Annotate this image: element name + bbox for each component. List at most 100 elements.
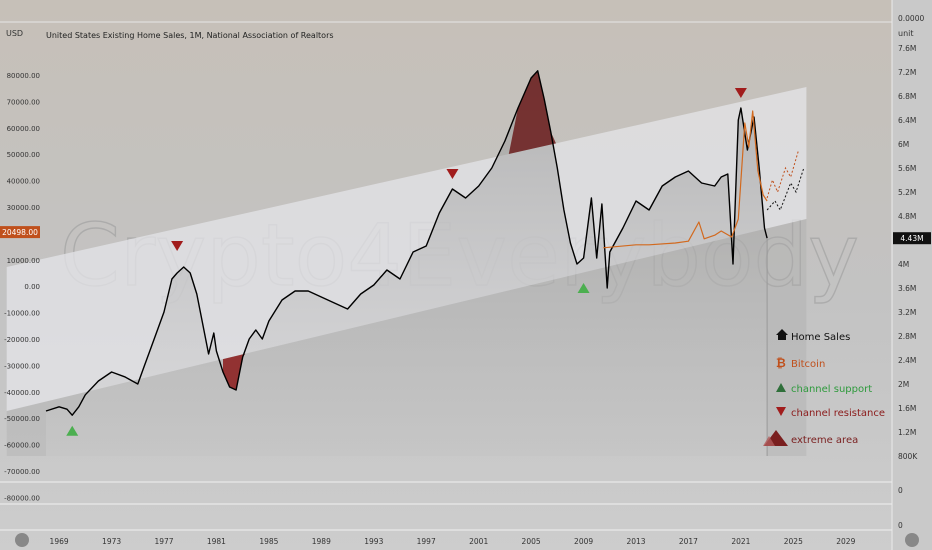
left-tick-label: -50000.00	[4, 415, 40, 423]
right-tick-label: 6M	[898, 140, 909, 149]
channel-band	[6, 87, 807, 411]
x-tick-label: 1981	[207, 537, 226, 546]
left-unit: USD	[6, 29, 23, 38]
fill-layer	[46, 70, 768, 457]
right-current-badge	[893, 232, 931, 245]
right-tick-label: 7.2M	[898, 68, 916, 77]
right-tick-label: 1.2M	[898, 428, 916, 437]
left-tick-label: -30000.00	[4, 362, 40, 370]
right-tick-label: 6.4M	[898, 116, 916, 125]
channel-support-marker	[577, 283, 590, 293]
x-tick-label: 2001	[469, 537, 488, 546]
left-tick-label: -20000.00	[4, 336, 40, 344]
extreme-area-peak	[508, 70, 556, 154]
left-current-badge	[0, 226, 40, 239]
legend: Home Sales ₿ Bitcoin channel support channel…	[763, 329, 885, 446]
right-current-label: 4.43M	[900, 234, 923, 243]
legend-label: Home Sales	[791, 332, 850, 343]
projection-layer	[766, 149, 805, 456]
right-tick-label: 3.2M	[898, 308, 916, 317]
bitcoin-icon: ₿	[776, 356, 786, 370]
right-tick-label: 7.6M	[898, 44, 916, 53]
triangle-down-icon	[776, 407, 786, 416]
x-axis: 1969 1973 1977 1981 1985 1989 1993 1997 2001 2005…	[50, 537, 856, 546]
right-tick-label: 2M	[898, 380, 909, 389]
legend-label: Bitcoin	[791, 359, 825, 370]
legend-item: extreme area	[763, 430, 858, 446]
left-tick-label: -40000.00	[4, 389, 40, 397]
right-tick-label: 0	[898, 486, 903, 495]
right-axis-panel	[892, 0, 932, 550]
right-tick-label: 0	[898, 521, 903, 530]
left-tick-label: 40000.00	[7, 178, 40, 186]
x-tick-label: 1997	[417, 537, 436, 546]
extreme-layer	[223, 70, 556, 390]
channel-resistance-marker	[446, 169, 459, 179]
right-tick-label: 2.8M	[898, 332, 916, 341]
x-tick-label: 1973	[102, 537, 121, 546]
right-tick-label: 6.8M	[898, 92, 916, 101]
projection-path-bitcoin	[766, 149, 800, 199]
x-tick-label: 1977	[154, 537, 173, 546]
right-tick-label: 0.0000	[898, 14, 924, 23]
legend-label: channel support	[791, 384, 872, 395]
left-tick-label: -70000.00	[4, 468, 40, 476]
x-tick-label: 2029	[836, 537, 855, 546]
left-tick-label: 60000.00	[7, 125, 40, 133]
left-tick-label: 80000.00	[7, 72, 40, 80]
separators	[0, 0, 893, 550]
projection-path-home-sales	[766, 167, 805, 212]
left-axis: 80000.00 70000.00 60000.00 50000.00 40000.00…	[0, 72, 40, 502]
legend-item: Home Sales	[776, 329, 850, 343]
right-tick-label: 2.4M	[898, 356, 916, 365]
channel-support-marker	[66, 425, 79, 436]
legend-item: channel support	[776, 383, 872, 395]
x-tick-label: 2009	[574, 537, 593, 546]
x-tick-label: 2005	[522, 537, 541, 546]
scroll-left-handle[interactable]	[15, 533, 29, 547]
x-tick-label: 1969	[50, 537, 69, 546]
left-tick-label: 10000.00	[7, 257, 40, 265]
right-tick-label: 5.6M	[898, 164, 916, 173]
x-tick-label: 1985	[259, 537, 278, 546]
x-tick-label: 2021	[731, 537, 750, 546]
left-current-label: 20498.00	[2, 228, 38, 237]
x-tick-label: 2013	[626, 537, 645, 546]
home-sales-line	[45, 70, 768, 416]
right-tick-label: 4M	[898, 260, 909, 269]
home-sales-area	[46, 70, 768, 457]
left-tick-label: 50000.00	[7, 151, 40, 159]
legend-item: channel resistance	[776, 407, 885, 419]
left-tick-label: 70000.00	[7, 98, 40, 106]
home-icon	[776, 329, 788, 340]
x-tick-label: 1989	[312, 537, 331, 546]
bitcoin-line	[603, 110, 768, 249]
right-tick-label: 800K	[898, 452, 918, 461]
legend-item: ₿ Bitcoin	[776, 356, 825, 370]
right-tick-label: 5.2M	[898, 188, 916, 197]
triangle-up-icon	[776, 383, 786, 392]
legend-label: extreme area	[791, 435, 858, 446]
x-tick-label: 2017	[679, 537, 698, 546]
left-tick-label: 30000.00	[7, 204, 40, 212]
marker-layer	[66, 88, 747, 436]
x-tick-label: 1993	[364, 537, 383, 546]
left-tick-label: 0.00	[24, 283, 40, 291]
legend-label: channel resistance	[791, 408, 885, 419]
right-tick-label: 1.6M	[898, 404, 916, 413]
extreme-icon-shade	[763, 436, 775, 446]
left-tick-label: -80000.00	[4, 494, 40, 502]
left-tick-label: -10000.00	[4, 310, 40, 318]
scroll-right-handle[interactable]	[905, 533, 919, 547]
right-tick-label: 3.6M	[898, 284, 916, 293]
series-layer	[45, 70, 768, 416]
right-axis: 0.00007.6M7.2M6.8M6.4M6M5.6M5.2M4.8M4.4M…	[893, 14, 931, 530]
extreme-area-trough	[223, 353, 246, 390]
right-unit: unit	[898, 29, 914, 38]
channel-resistance-marker	[171, 241, 184, 251]
left-tick-label: -60000.00	[4, 442, 40, 450]
channel-resistance-marker	[734, 88, 747, 98]
right-tick-label: 4.8M	[898, 212, 916, 221]
x-tick-label: 2025	[784, 537, 803, 546]
